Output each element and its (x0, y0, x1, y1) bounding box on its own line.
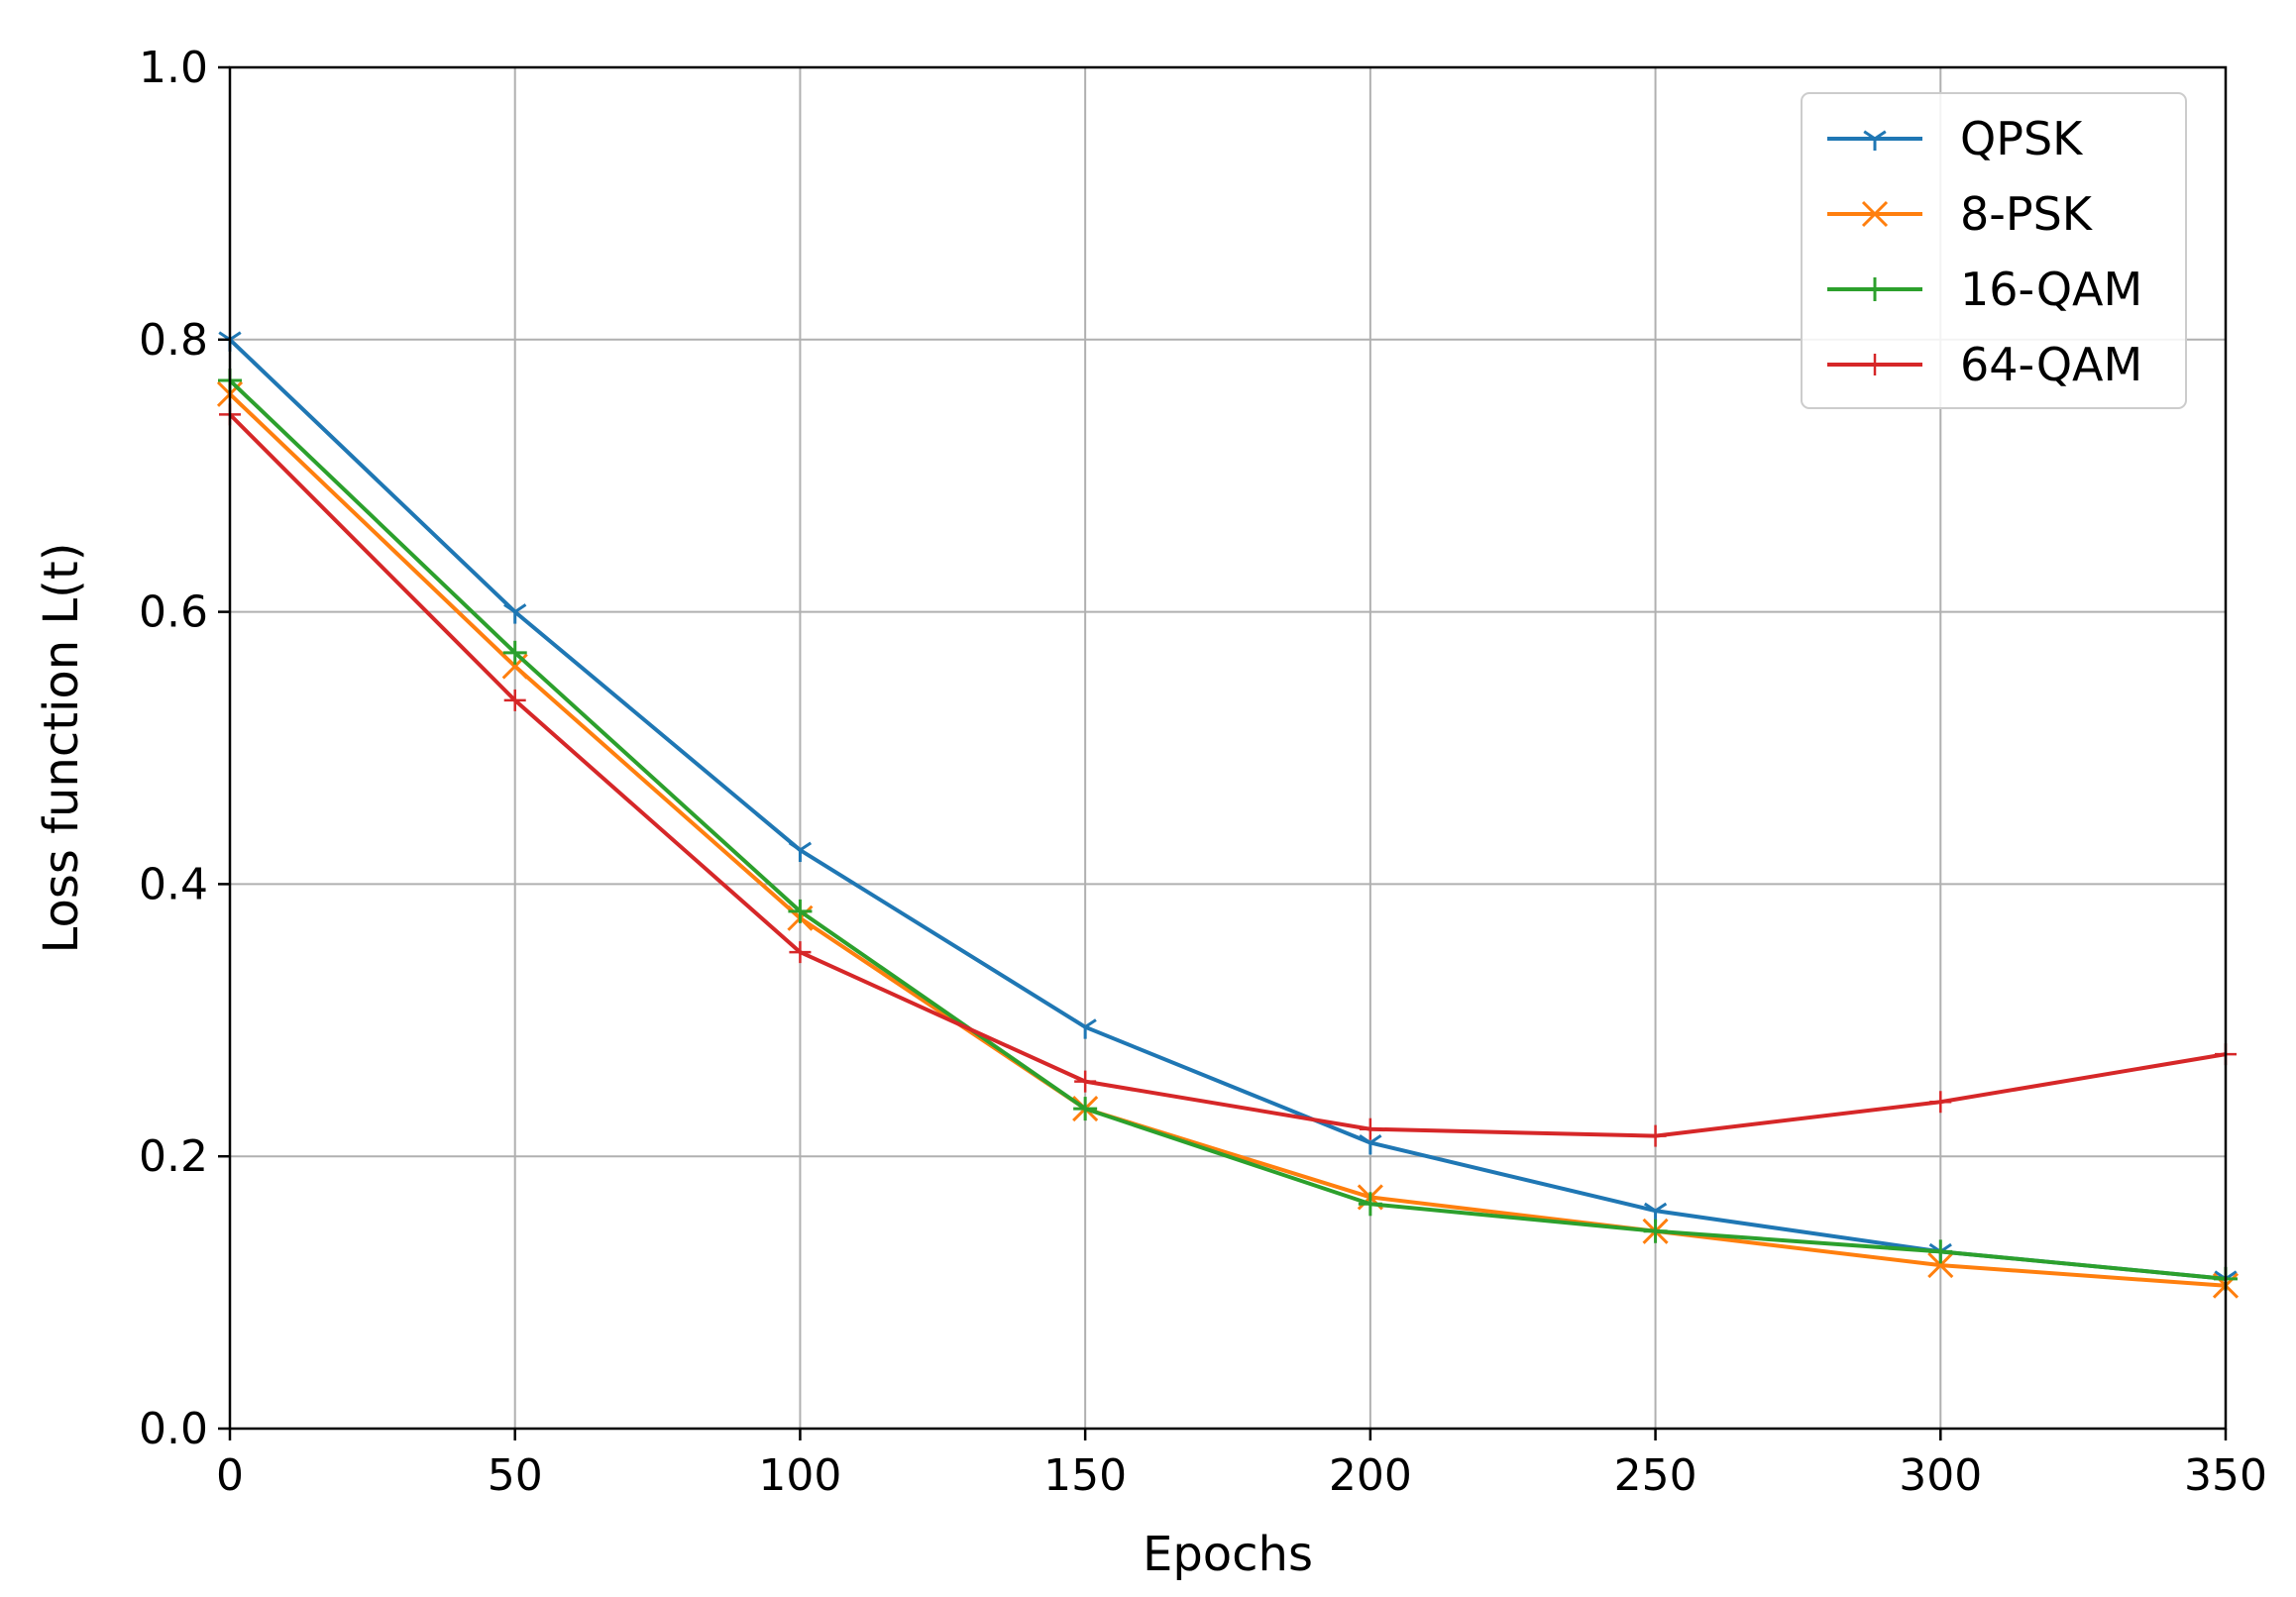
legend-marker (1864, 354, 1886, 375)
y-tick-label: 0.2 (139, 1131, 208, 1182)
legend-entry: 16-QAM (1827, 263, 2142, 316)
y-tick-label: 1.0 (139, 43, 208, 93)
legend-entry: 64-QAM (1827, 338, 2142, 391)
y-tick-label: 0.0 (139, 1404, 208, 1454)
data-point (788, 841, 813, 863)
series-line-16-qam (228, 378, 2227, 1281)
x-tick-label: 50 (488, 1450, 543, 1501)
plot-frame (228, 65, 2228, 1431)
data-point (1643, 1219, 1668, 1243)
data-point (1359, 1118, 1381, 1140)
x-axis-label: Epochs (1143, 1527, 1313, 1582)
legend-box (1801, 92, 2187, 409)
legend: QPSK 8-PSK 16-QAM 64-QAM (1801, 92, 2187, 409)
data-point (503, 603, 527, 624)
data-point (1927, 1252, 1954, 1279)
data-point (1359, 1134, 1382, 1155)
data-point (1929, 1091, 1952, 1114)
x-tick-label: 300 (1899, 1450, 1982, 1501)
legend-marker (1861, 200, 1889, 228)
legend-label: 8-PSK (1960, 187, 2094, 241)
data-point (1073, 1097, 1098, 1121)
data-point (1358, 1192, 1382, 1217)
data-point (788, 899, 813, 923)
series-line-64-qam (228, 412, 2227, 1138)
x-tick-label: 200 (1329, 1450, 1412, 1501)
data-point (789, 941, 812, 964)
y-tick-label: 0.6 (139, 587, 208, 638)
data-point (1928, 1239, 1953, 1264)
y-tick-label: 0.8 (139, 315, 208, 366)
series-line-8-psk (228, 392, 2227, 1288)
data-point (502, 640, 527, 665)
x-tick-label: 250 (1614, 1450, 1697, 1501)
legend-marker (1863, 130, 1887, 151)
x-tick-label: 350 (2184, 1450, 2267, 1501)
legend-marker (1863, 277, 1887, 301)
legend-label: 16-QAM (1960, 263, 2142, 316)
data-point (1074, 1070, 1097, 1093)
x-tick-label: 100 (758, 1450, 841, 1501)
ticks: 0 50 100 150 200 250 300 350 0.0 0.2 0.4 0.6 0.8 1.0 (139, 43, 2267, 1501)
x-tick-label: 0 (216, 1450, 244, 1501)
data-point (1644, 1124, 1667, 1147)
legend-label: QPSK (1960, 112, 2084, 165)
legend-entry: 8-PSK (1827, 187, 2094, 241)
legend-label: 64-QAM (1960, 338, 2142, 391)
legend-entry: QPSK (1827, 112, 2084, 165)
x-tick-label: 150 (1043, 1450, 1127, 1501)
series-qpsk (218, 331, 2238, 1291)
y-axis-label: Loss function L(t) (34, 543, 89, 954)
data-point (1073, 1018, 1097, 1039)
data-point (503, 689, 526, 711)
y-tick-label: 0.4 (139, 859, 208, 909)
series-layer (216, 331, 2240, 1299)
series-line-qpsk (228, 338, 2227, 1281)
